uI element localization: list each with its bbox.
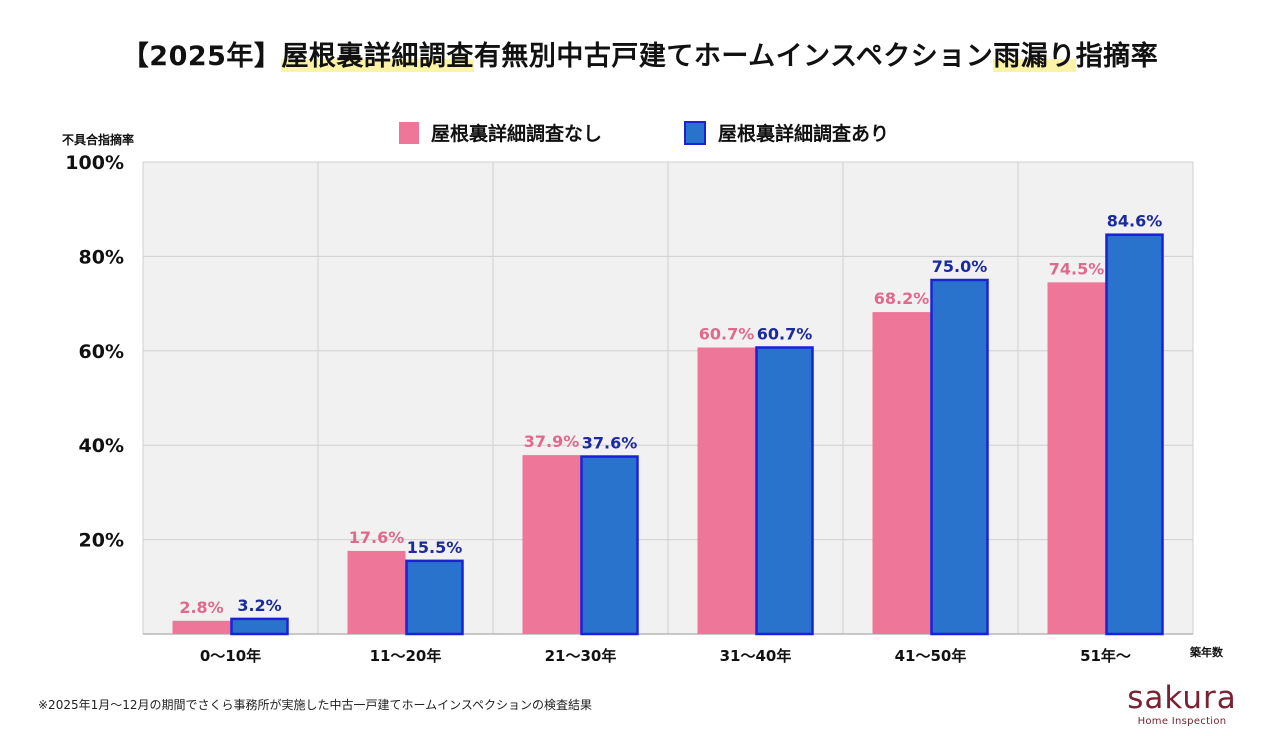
y-tick-label: 80% <box>79 246 124 268</box>
data-label-without: 17.6% <box>349 528 405 547</box>
title-highlight-leak: 雨漏り <box>993 41 1076 72</box>
data-label-without: 37.9% <box>524 432 580 451</box>
bar-with-inspection <box>1105 233 1164 636</box>
title-middle: 有無別中古戸建てホームインスペクション <box>473 41 994 72</box>
footnote: ※2025年1月～12月の期間でさくら事務所が実施した中古一戸建てホームインスペ… <box>38 698 593 712</box>
x-axis-title: 築年数 <box>1189 645 1224 659</box>
axis-labels: 20% 40% 60% 80% 100% 0～10年 11～20年 21～30年 31～40年 4… <box>65 152 1131 665</box>
sakura-logo: sakura Home Inspection <box>1112 680 1252 730</box>
x-tick-label: 31～40年 <box>720 647 792 665</box>
bars <box>172 233 1164 636</box>
x-tick-label: 21～30年 <box>545 647 617 665</box>
legend-label-with: 屋根裏詳細調査あり <box>718 122 889 145</box>
bar-without-inspection <box>522 455 581 634</box>
bar-without-inspection <box>347 550 406 634</box>
logo-subtitle: Home Inspection <box>1137 716 1227 727</box>
legend-swatch-without <box>399 122 419 144</box>
legend-swatch-with <box>684 121 706 145</box>
bar-with-inspection <box>405 559 464 636</box>
logo-wordmark: sakura <box>1127 680 1237 716</box>
y-axis-title: 不具合指摘率 <box>62 132 134 147</box>
y-tick-label: 100% <box>65 152 124 174</box>
title-highlight-attic: 屋根裏詳細調査 <box>281 41 474 72</box>
title-suffix: 指摘率 <box>1075 41 1159 72</box>
data-label-without: 60.7% <box>699 324 755 343</box>
data-label-with: 3.2% <box>237 596 281 615</box>
data-labels: 2.8% 3.2% 17.6%15.5% 37.9% 37.6% 60.7% 60.7% 68… <box>179 212 1162 617</box>
data-label-with: 75.0% <box>932 257 988 276</box>
bar-with-inspection <box>580 455 639 636</box>
y-tick-label: 20% <box>79 530 124 552</box>
data-label-with: 60.7% <box>757 324 813 343</box>
y-tick-label: 40% <box>79 435 124 457</box>
bar-without-inspection <box>872 312 931 634</box>
bar-with-inspection <box>230 617 289 636</box>
bar-with-inspection <box>930 278 989 636</box>
data-label-without: 68.2% <box>874 289 930 308</box>
legend: 屋根裏詳細調査なし 屋根裏詳細調査あり <box>399 121 889 145</box>
data-label-with: 15.5% <box>407 538 463 557</box>
data-label-without: 2.8% <box>179 598 223 617</box>
bar-without-inspection <box>697 347 756 634</box>
x-tick-label: 51年～ <box>1080 647 1131 665</box>
title-prefix: 【2025年】 <box>121 41 282 72</box>
gridlines <box>142 161 1194 635</box>
x-tick-label: 11～20年 <box>370 647 442 665</box>
x-tick-label: 0～10年 <box>200 647 261 665</box>
bar-without-inspection <box>1047 282 1106 634</box>
y-tick-label: 60% <box>79 341 124 363</box>
chart-title: 【2025年】屋根裏詳細調査有無別中古戸建てホームインスペクション雨漏り指摘率 <box>0 34 1280 73</box>
data-label-without: 74.5% <box>1049 259 1105 278</box>
x-tick-label: 41～50年 <box>895 647 967 665</box>
bar-without-inspection <box>172 620 231 634</box>
data-label-with: 84.6% <box>1107 212 1163 231</box>
legend-label-without: 屋根裏詳細調査なし <box>431 122 602 145</box>
data-label-with: 37.6% <box>582 434 638 453</box>
bar-with-inspection <box>755 346 814 636</box>
